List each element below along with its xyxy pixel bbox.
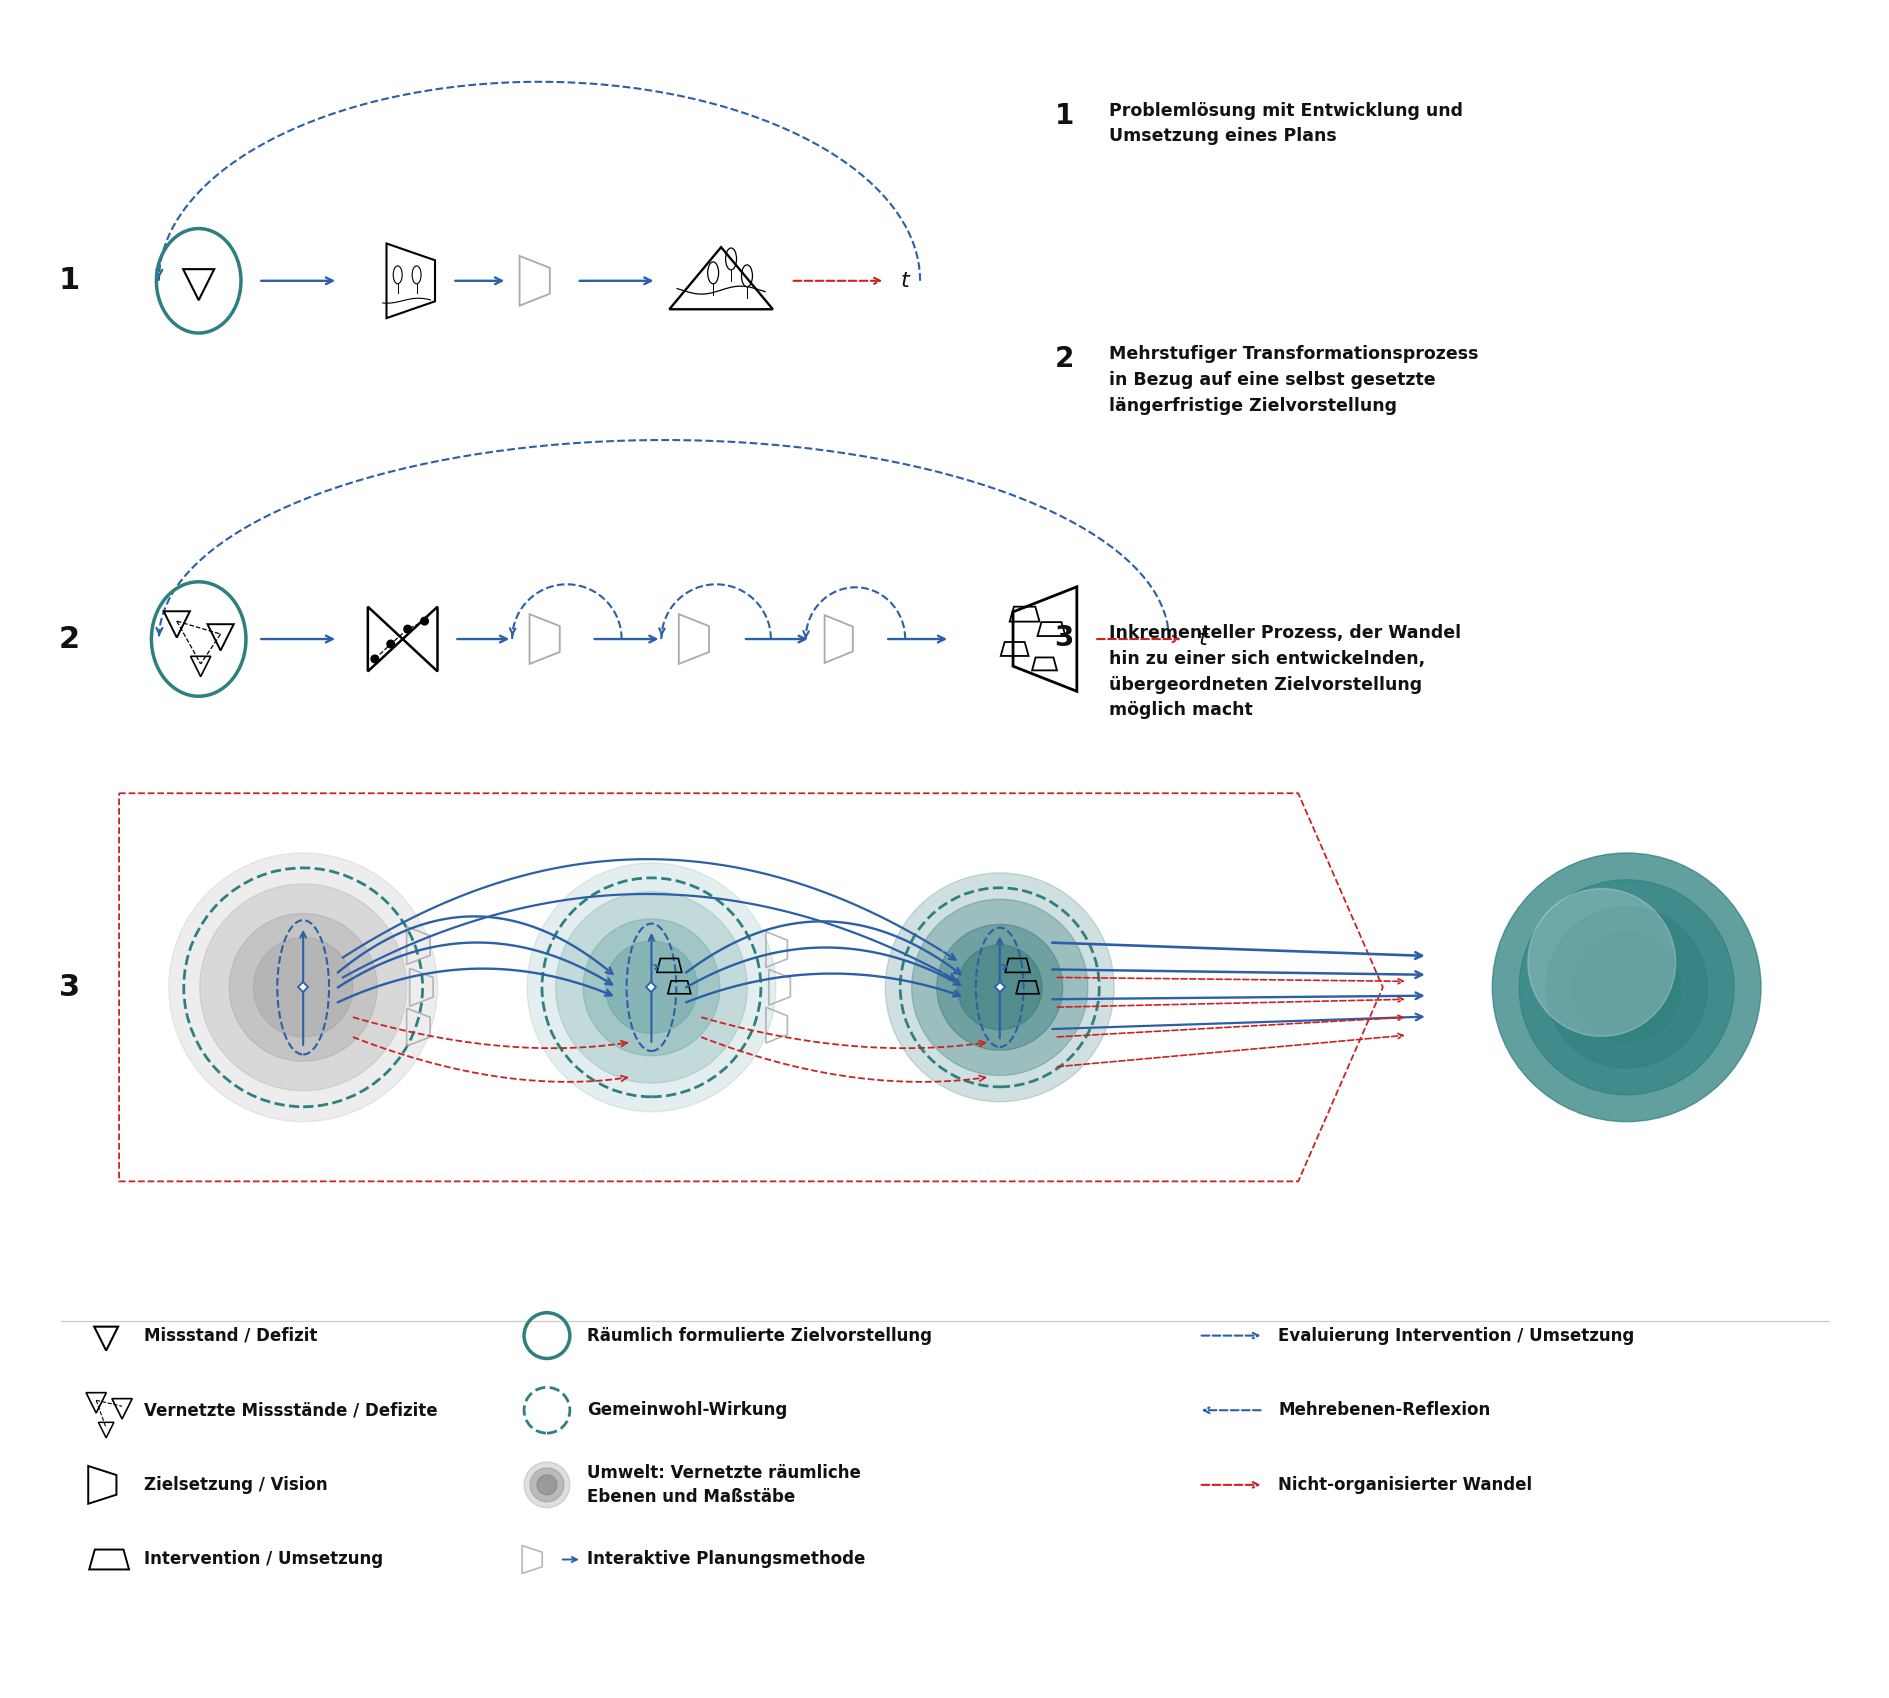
Circle shape <box>937 924 1062 1051</box>
Circle shape <box>1545 907 1706 1068</box>
Circle shape <box>529 1469 563 1501</box>
Text: Missstand / Defizit: Missstand / Defizit <box>144 1326 317 1345</box>
Text: Nicht-organisierter Wandel: Nicht-organisierter Wandel <box>1277 1476 1532 1494</box>
Text: 3: 3 <box>59 973 79 1002</box>
Text: 1: 1 <box>59 267 79 295</box>
Circle shape <box>1572 934 1679 1041</box>
Circle shape <box>387 640 395 649</box>
Text: Vernetzte Missstände / Defizite: Vernetzte Missstände / Defizite <box>144 1401 438 1420</box>
Circle shape <box>555 891 746 1083</box>
Text: t: t <box>1198 628 1207 649</box>
Circle shape <box>1526 888 1676 1036</box>
Text: Intervention / Umsetzung: Intervention / Umsetzung <box>144 1550 383 1569</box>
Circle shape <box>229 914 376 1061</box>
Text: Inkrementeller Prozess, der Wandel
hin zu einer sich entwickelnden,
übergeordnet: Inkrementeller Prozess, der Wandel hin z… <box>1109 625 1460 720</box>
Circle shape <box>1519 880 1734 1095</box>
Circle shape <box>168 852 436 1122</box>
Circle shape <box>1492 852 1761 1122</box>
Text: Mehrebenen-Reflexion: Mehrebenen-Reflexion <box>1277 1401 1490 1420</box>
Circle shape <box>527 863 774 1112</box>
Text: Problemlösung mit Entwicklung und
Umsetzung eines Plans: Problemlösung mit Entwicklung und Umsetz… <box>1109 102 1462 146</box>
Text: 2: 2 <box>59 625 79 654</box>
Circle shape <box>253 937 353 1037</box>
Circle shape <box>404 625 412 633</box>
Text: Interaktive Planungsmethode: Interaktive Planungsmethode <box>586 1550 865 1569</box>
Text: Räumlich formulierte Zielvorstellung: Räumlich formulierte Zielvorstellung <box>586 1326 931 1345</box>
Text: t: t <box>899 270 909 290</box>
Circle shape <box>200 885 406 1090</box>
Text: Umwelt: Vernetzte räumliche
Ebenen und Maßstäbe: Umwelt: Vernetzte räumliche Ebenen und M… <box>586 1464 859 1506</box>
Text: Mehrstufiger Transformationsprozess
in Bezug auf eine selbst gesetzte
längerfris: Mehrstufiger Transformationsprozess in B… <box>1109 345 1477 414</box>
Circle shape <box>604 941 697 1034</box>
Circle shape <box>536 1476 557 1494</box>
Text: Zielsetzung / Vision: Zielsetzung / Vision <box>144 1476 327 1494</box>
Text: 3: 3 <box>1054 625 1073 652</box>
Text: 2: 2 <box>1054 345 1073 374</box>
Circle shape <box>958 946 1041 1029</box>
Text: Evaluierung Intervention / Umsetzung: Evaluierung Intervention / Umsetzung <box>1277 1326 1634 1345</box>
Circle shape <box>910 900 1088 1075</box>
Text: 1: 1 <box>1054 102 1073 129</box>
Circle shape <box>884 873 1115 1102</box>
Text: Gemeinwohl-Wirkung: Gemeinwohl-Wirkung <box>586 1401 786 1420</box>
Circle shape <box>421 618 429 625</box>
Circle shape <box>523 1462 570 1508</box>
Circle shape <box>582 919 720 1056</box>
Circle shape <box>370 655 378 662</box>
